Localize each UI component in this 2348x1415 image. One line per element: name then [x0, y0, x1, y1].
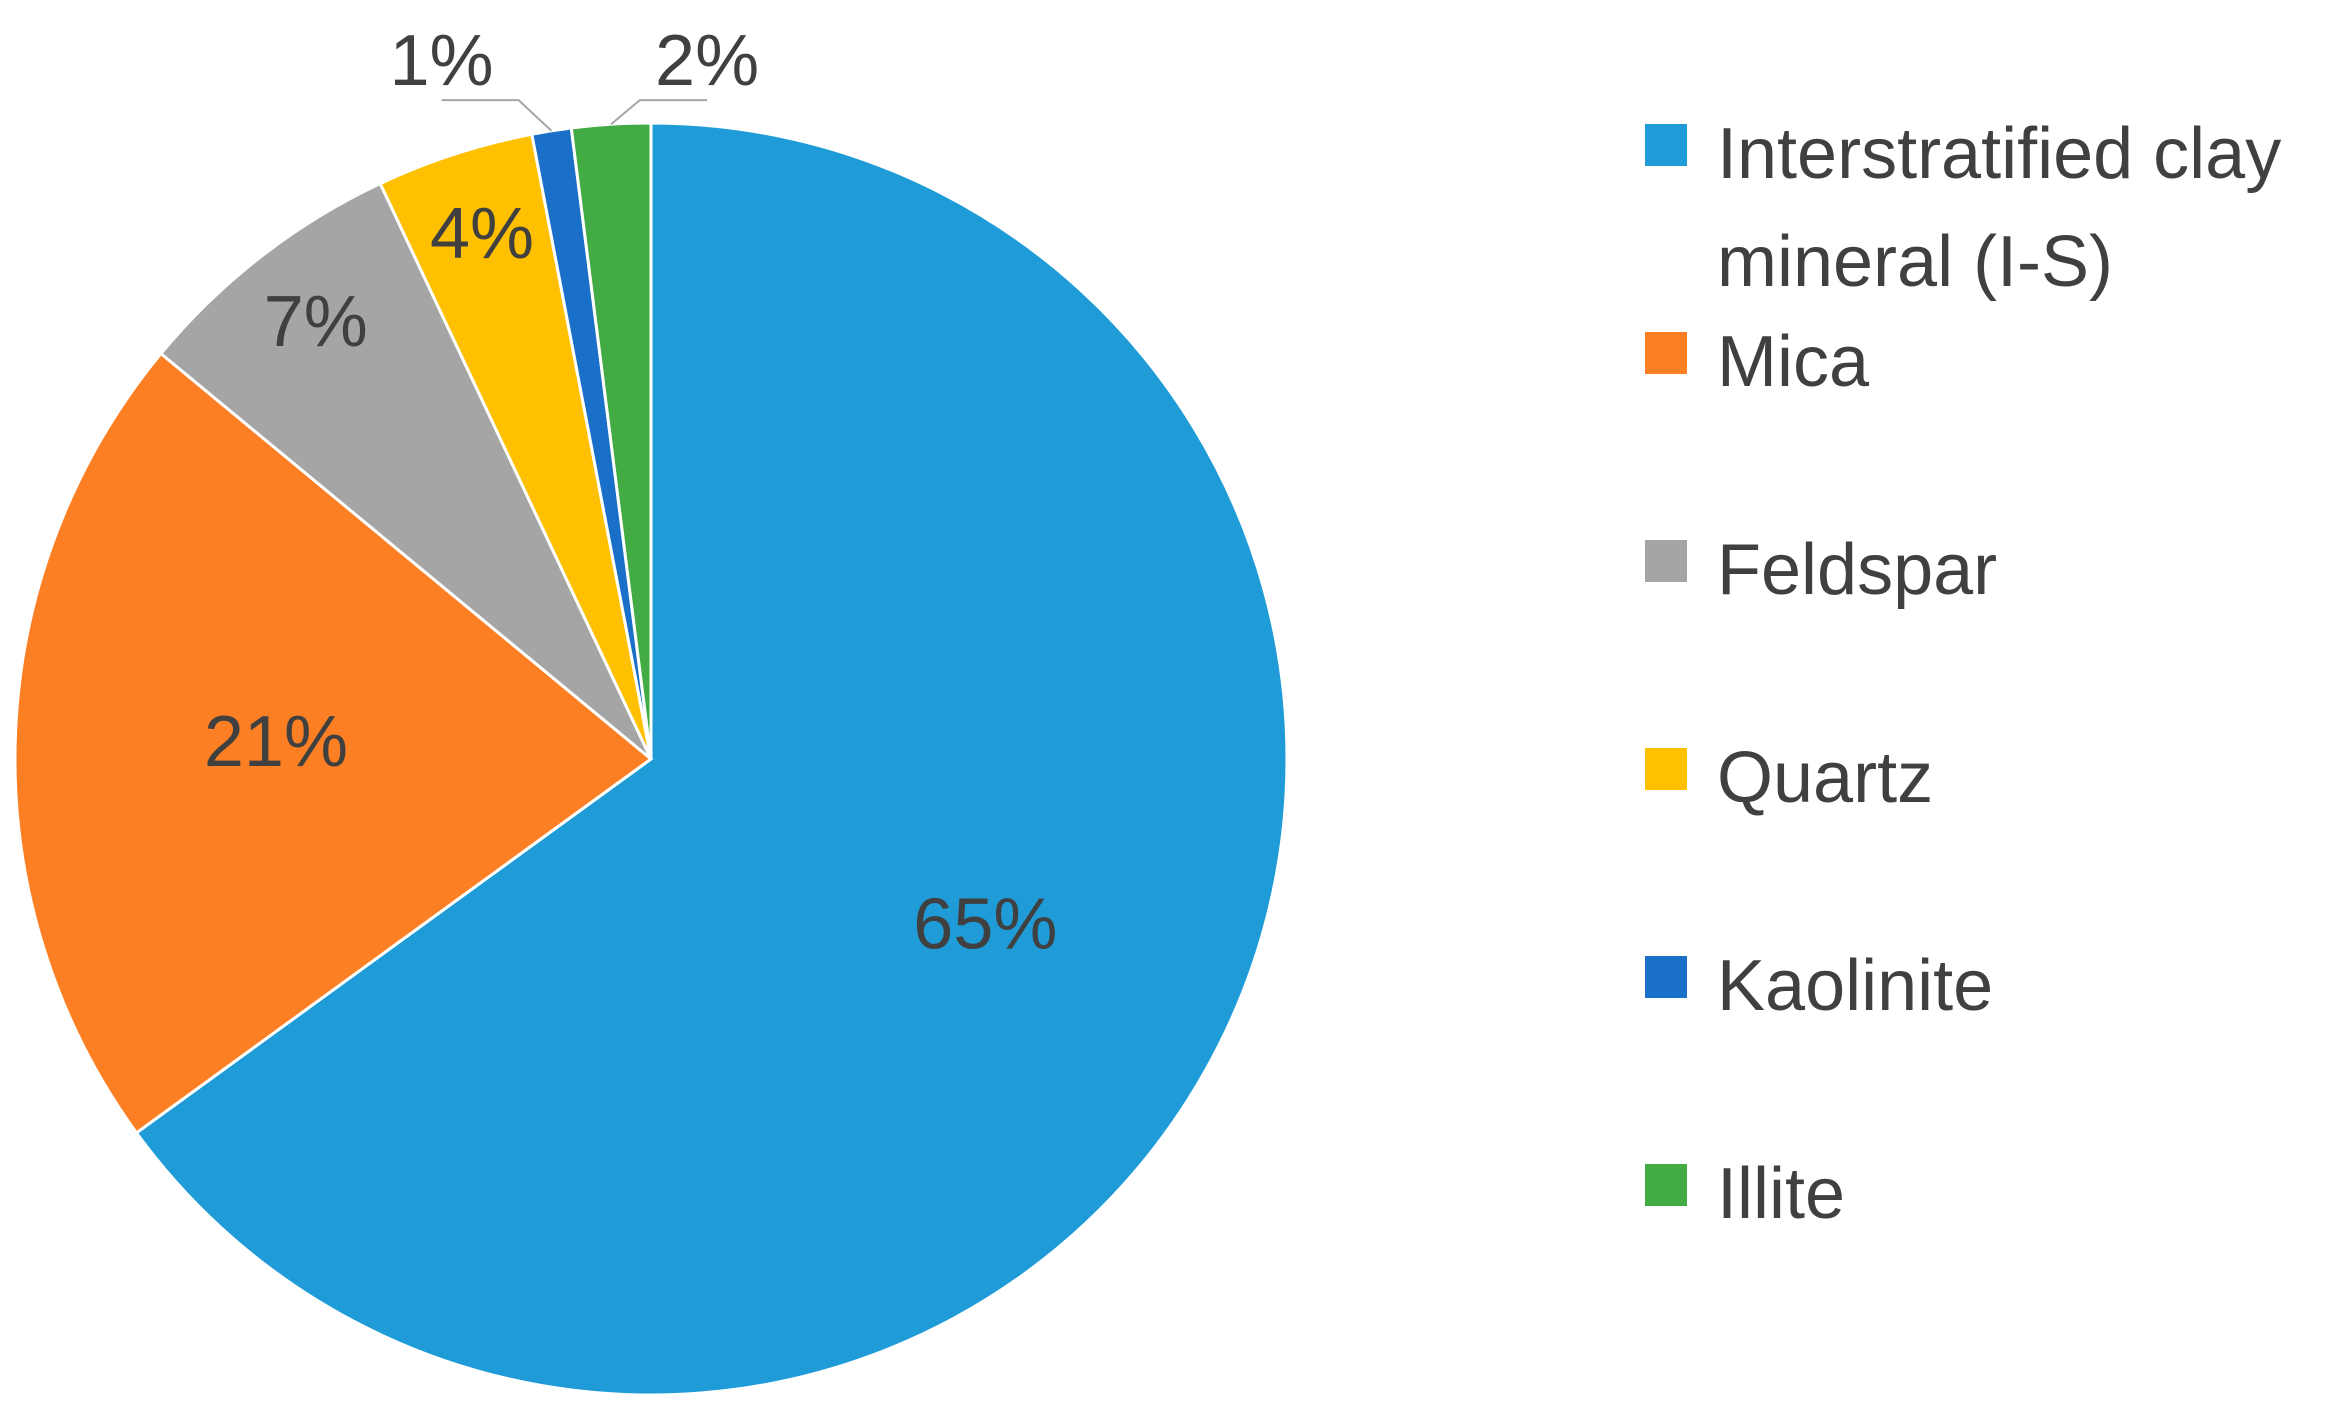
legend-swatch [1645, 748, 1687, 790]
data-label: 4% [430, 194, 534, 274]
legend-label: Feldspar [1717, 530, 1998, 610]
legend-item: Interstratified clay mineral (I-S) [1645, 100, 2317, 316]
data-label: 21% [204, 702, 348, 782]
leader-line [441, 99, 553, 132]
legend-label: Kaolinite [1717, 946, 1994, 1026]
legend-label: Mica [1717, 322, 1870, 402]
legend-label: Interstratified clay mineral (I-S) [1717, 114, 2282, 302]
pie-slice [134, 121, 1289, 1397]
legend-item: Kaolinite [1645, 932, 2317, 1040]
legend-label: Illite [1717, 1154, 1846, 1234]
legend-swatch [1645, 956, 1687, 998]
data-label: 65% [913, 884, 1057, 964]
legend-swatch [1645, 540, 1687, 582]
pie-slice [13, 351, 654, 1135]
legend-label: Quartz [1717, 738, 1934, 818]
legend-swatch [1645, 124, 1687, 166]
leader-line [610, 99, 708, 126]
data-label: 2% [655, 21, 759, 101]
legend-item: Quartz [1645, 724, 2317, 832]
pie-slice [569, 121, 653, 760]
legend-item: Mica [1645, 308, 2317, 416]
legend-swatch [1645, 332, 1687, 374]
legend-item: Feldspar [1645, 516, 2317, 624]
legend-swatch [1645, 1164, 1687, 1206]
data-label: 7% [264, 282, 368, 362]
legend-item: Illite [1645, 1140, 2317, 1248]
data-label: 1% [390, 21, 494, 101]
pie-slice [158, 181, 653, 761]
